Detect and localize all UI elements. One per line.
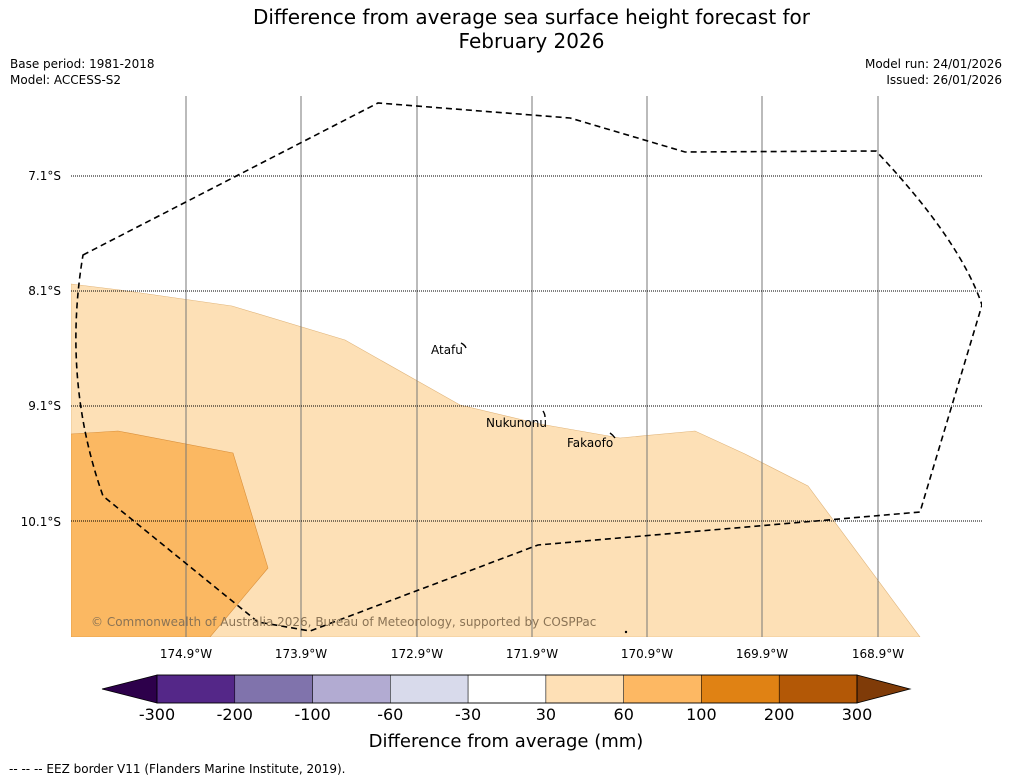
colorbar-tick: 60 [614,705,634,724]
atafu-atoll [460,342,467,349]
model-run-text: Model run: 24/01/2026 [864,57,1002,71]
lat-label-7-1: 7.1°S [28,169,61,183]
colorbar-segment [701,674,780,704]
lat-label-10-1: 10.1°S [21,515,61,529]
colorbar-segment [467,674,547,704]
colorbar-tick: -60 [377,705,403,724]
lon-label-169-9: 169.9°W [736,647,788,661]
colorbar-segment [390,674,469,704]
longitude-grid [185,96,879,637]
colorbar-tick: 200 [764,705,795,724]
eez-legend-note: -- -- -- EEZ border V11 (Flanders Marine… [9,762,346,776]
model-text: Model: ACCESS-S2 [10,73,122,87]
colorbar-tick: 30 [536,705,556,724]
colorbar-segment [545,674,624,704]
colorbar-extend-low [101,674,158,704]
lon-label-168-9: 168.9°W [852,647,904,661]
copyright-text: © Commonwealth of Australia 2026, Bureau… [91,615,596,629]
map-area: Atafu Nukunonu Fakaofo © Commonwealth of… [71,96,982,637]
title-line-1: Difference from average sea surface heig… [252,5,811,29]
longitude-labels: 174.9°W 173.9°W 172.9°W 171.9°W 170.9°W … [160,647,904,661]
meta-right: Model run: 24/01/2026 Issued: 26/01/2026 [865,56,1002,88]
colorbar-tick: 100 [686,705,717,724]
colorbar-segment [312,674,391,704]
lon-label-170-9: 170.9°W [621,647,673,661]
issued-text: Issued: 26/01/2026 [886,73,1002,87]
colorbar-segment [778,674,858,704]
colorbar: -300 -200 -100 -60 -30 30 60 100 200 300… [101,674,912,752]
meta-left: Base period: 1981-2018 Model: ACCESS-S2 [10,56,155,88]
lon-label-173-9: 173.9°W [275,647,327,661]
lon-label-172-9: 172.9°W [391,647,443,661]
place-nukunonu: Nukunonu [486,416,547,430]
place-fakaofo: Fakaofo [567,436,613,450]
colorbar-outline [156,674,858,704]
lat-label-9-1: 9.1°S [28,399,61,413]
colorbar-tick: -300 [139,705,175,724]
colorbar-segment [623,674,702,704]
nukunonu-atoll [542,410,546,418]
small-island-mark [624,630,628,634]
title-line-2: February 2026 [458,29,605,53]
anomaly-region-60-100 [71,430,269,637]
base-period-text: Base period: 1981-2018 [10,57,155,71]
lon-label-171-9: 171.9°W [506,647,558,661]
colorbar-tick: -100 [294,705,330,724]
lon-label-174-9: 174.9°W [160,647,212,661]
eez-border [75,102,982,632]
anomaly-region-30-60 [71,283,921,637]
colorbar-tick: 300 [842,705,873,724]
latitude-labels: 7.1°S 8.1°S 9.1°S 10.1°S [21,169,61,529]
fakaofo-atoll [609,432,616,439]
place-atafu: Atafu [431,343,463,357]
lat-label-8-1: 8.1°S [28,284,61,298]
colorbar-extend-high [856,674,912,704]
colorbar-segment [234,674,313,704]
colorbar-tick: -30 [455,705,481,724]
colorbar-label: Difference from average (mm) [369,731,644,752]
colorbar-segment [156,674,236,704]
colorbar-tick: -200 [217,705,253,724]
chart-title: Difference from average sea surface heig… [0,5,1011,53]
